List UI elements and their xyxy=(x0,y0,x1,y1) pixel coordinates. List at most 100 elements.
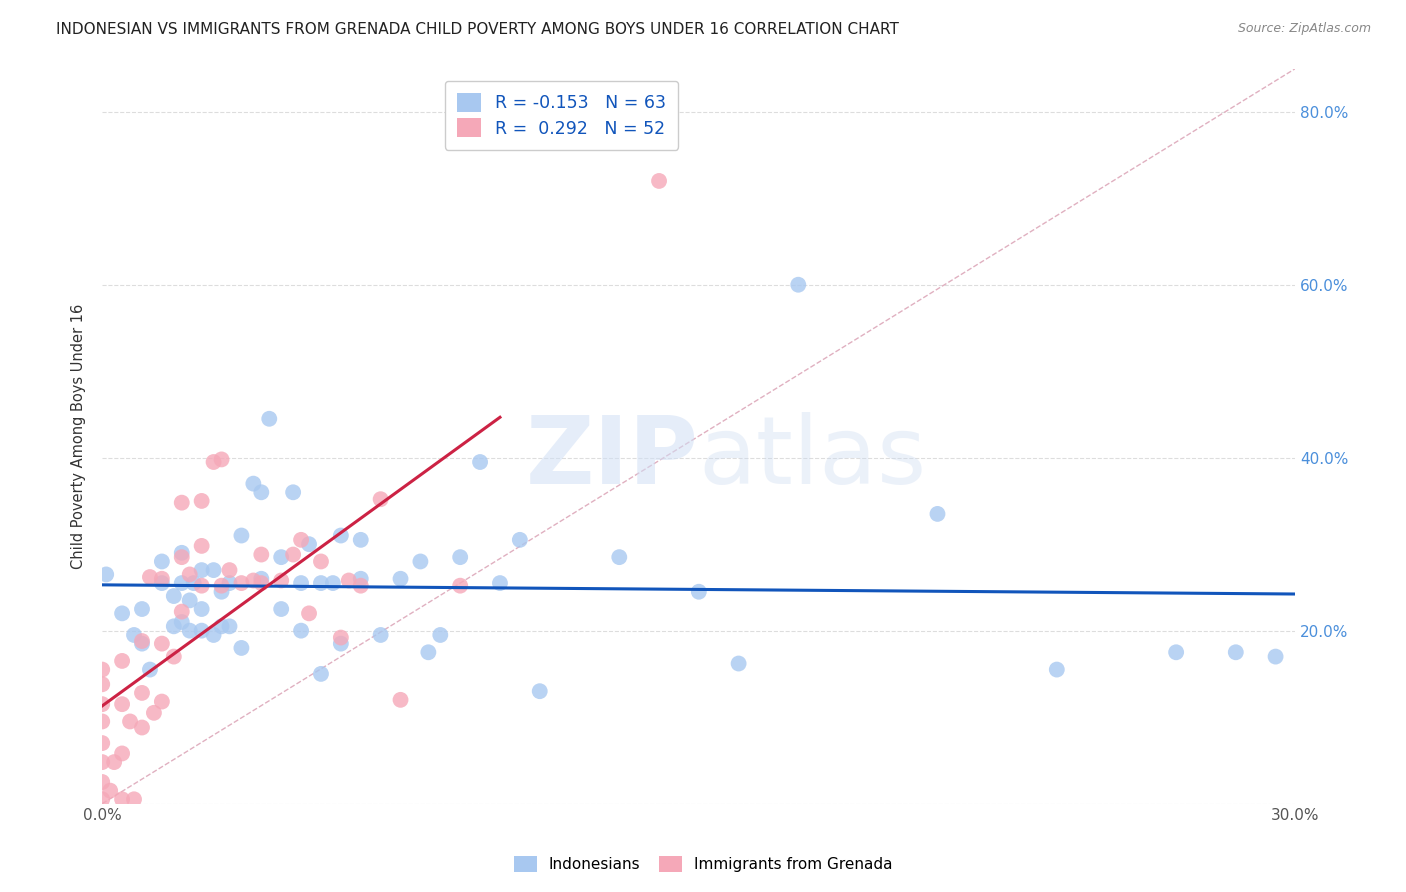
Point xyxy=(290,533,312,547)
Point xyxy=(211,584,233,599)
Point xyxy=(139,570,162,584)
Point xyxy=(211,619,233,633)
Point xyxy=(329,637,352,651)
Point xyxy=(309,554,332,568)
Point xyxy=(281,548,304,562)
Point xyxy=(91,775,114,789)
Point xyxy=(139,663,162,677)
Point xyxy=(350,572,373,586)
Point xyxy=(298,607,321,621)
Point xyxy=(202,563,225,577)
Point xyxy=(250,548,273,562)
Point xyxy=(449,550,471,565)
Point xyxy=(190,494,212,508)
Point xyxy=(131,634,153,648)
Point xyxy=(211,452,233,467)
Point xyxy=(98,783,121,797)
Point xyxy=(170,615,193,629)
Point xyxy=(218,619,240,633)
Text: atlas: atlas xyxy=(699,412,927,504)
Point xyxy=(170,550,193,565)
Point xyxy=(429,628,451,642)
Point xyxy=(242,476,264,491)
Point xyxy=(122,792,145,806)
Point xyxy=(688,584,710,599)
Point xyxy=(231,640,253,655)
Point xyxy=(91,697,114,711)
Point xyxy=(211,579,233,593)
Point xyxy=(259,411,281,425)
Point xyxy=(170,496,193,510)
Point xyxy=(329,528,352,542)
Point xyxy=(218,563,240,577)
Point xyxy=(103,755,125,769)
Point xyxy=(131,686,153,700)
Point xyxy=(270,550,292,565)
Point xyxy=(163,619,186,633)
Point xyxy=(150,576,173,591)
Point xyxy=(787,277,810,292)
Point xyxy=(91,755,114,769)
Point xyxy=(91,663,114,677)
Legend: R = -0.153   N = 63, R =  0.292   N = 52: R = -0.153 N = 63, R = 0.292 N = 52 xyxy=(444,81,678,150)
Point xyxy=(370,492,392,507)
Point xyxy=(111,697,134,711)
Point xyxy=(190,563,212,577)
Point xyxy=(163,649,186,664)
Point xyxy=(122,628,145,642)
Point xyxy=(190,539,212,553)
Point xyxy=(309,666,332,681)
Point xyxy=(202,628,225,642)
Point xyxy=(179,593,201,607)
Point xyxy=(298,537,321,551)
Point xyxy=(179,567,201,582)
Point xyxy=(190,624,212,638)
Point xyxy=(91,677,114,691)
Point xyxy=(131,721,153,735)
Point xyxy=(322,576,344,591)
Y-axis label: Child Poverty Among Boys Under 16: Child Poverty Among Boys Under 16 xyxy=(72,303,86,569)
Point xyxy=(329,631,352,645)
Point xyxy=(449,579,471,593)
Point xyxy=(170,605,193,619)
Point xyxy=(509,533,531,547)
Point xyxy=(370,628,392,642)
Text: INDONESIAN VS IMMIGRANTS FROM GRENADA CHILD POVERTY AMONG BOYS UNDER 16 CORRELAT: INDONESIAN VS IMMIGRANTS FROM GRENADA CH… xyxy=(56,22,898,37)
Point xyxy=(409,554,432,568)
Point xyxy=(418,645,440,659)
Point xyxy=(96,567,118,582)
Text: ZIP: ZIP xyxy=(526,412,699,504)
Point xyxy=(1264,649,1286,664)
Point xyxy=(131,602,153,616)
Text: Source: ZipAtlas.com: Source: ZipAtlas.com xyxy=(1237,22,1371,36)
Point xyxy=(1166,645,1188,659)
Point xyxy=(91,792,114,806)
Point xyxy=(231,528,253,542)
Legend: Indonesians, Immigrants from Grenada: Indonesians, Immigrants from Grenada xyxy=(506,848,900,880)
Point xyxy=(281,485,304,500)
Point xyxy=(150,637,173,651)
Point xyxy=(111,607,134,621)
Point xyxy=(250,576,273,591)
Point xyxy=(150,572,173,586)
Point xyxy=(309,576,332,591)
Point xyxy=(927,507,949,521)
Point xyxy=(118,714,141,729)
Point xyxy=(131,637,153,651)
Point xyxy=(231,576,253,591)
Point xyxy=(163,589,186,603)
Point xyxy=(111,792,134,806)
Point xyxy=(350,579,373,593)
Point xyxy=(150,554,173,568)
Point xyxy=(111,654,134,668)
Point xyxy=(290,576,312,591)
Point xyxy=(218,576,240,591)
Point xyxy=(468,455,491,469)
Point xyxy=(250,572,273,586)
Point xyxy=(190,579,212,593)
Point xyxy=(242,574,264,588)
Point xyxy=(529,684,551,698)
Point xyxy=(91,714,114,729)
Point xyxy=(150,695,173,709)
Point xyxy=(1225,645,1247,659)
